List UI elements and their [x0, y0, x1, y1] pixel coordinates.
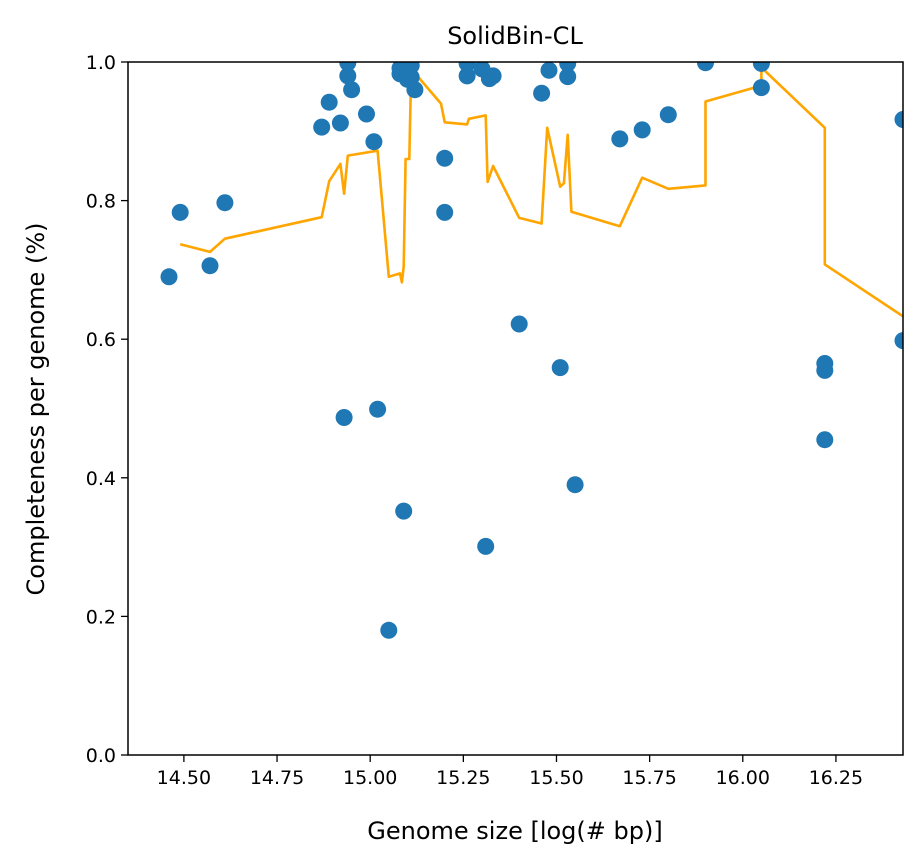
scatter-point	[343, 81, 361, 99]
scatter-point	[533, 84, 551, 102]
scatter-point	[752, 62, 770, 72]
scatter-point	[395, 502, 413, 520]
scatter-point	[894, 332, 903, 350]
scatter-point	[358, 105, 375, 123]
scatter-point	[697, 62, 714, 72]
scatter-point	[540, 62, 558, 79]
x-axis: 14.50 14.75 15.00 15.25 15.50 15.75 16.00 16.25	[157, 755, 863, 789]
chart-title: SolidBin-CL	[447, 22, 583, 50]
scatter-point	[436, 149, 454, 167]
scatter-point	[566, 476, 584, 494]
scatter-point	[313, 118, 331, 136]
scatter-point	[458, 67, 476, 85]
y-axis: 0.0 0.2 0.4 0.6 0.8 1.0	[86, 52, 128, 767]
scatter-point	[380, 621, 398, 639]
scatter-point	[335, 409, 353, 426]
scatter-point	[510, 315, 528, 333]
y-tick-label: 0.8	[86, 191, 116, 213]
scatter-point	[551, 359, 569, 377]
scatter-point	[816, 361, 834, 379]
scatter-point	[406, 81, 424, 99]
y-tick-label: 0.6	[86, 329, 116, 351]
x-tick-label: 14.75	[250, 767, 304, 789]
scatter-point	[611, 130, 629, 148]
x-tick-label: 15.25	[436, 767, 490, 789]
y-tick-label: 0.2	[86, 606, 116, 628]
scatter-point	[320, 93, 338, 111]
scatter-point	[369, 400, 387, 418]
x-axis-label: Genome size [log(# bp)]	[367, 817, 662, 845]
scatter-point	[559, 68, 577, 86]
scatter-point	[171, 203, 189, 221]
y-tick-label: 0.0	[86, 745, 116, 767]
x-tick-label: 16.25	[809, 767, 863, 789]
plot-frame	[127, 61, 904, 756]
x-tick-label: 15.75	[622, 767, 676, 789]
x-tick-label: 15.00	[343, 767, 397, 789]
x-tick-label: 16.00	[716, 767, 770, 789]
plot-marks	[160, 62, 903, 639]
scatter-point	[201, 257, 219, 275]
trend-line	[179, 66, 903, 318]
x-tick-label: 14.50	[157, 767, 211, 789]
x-tick-label: 15.50	[529, 767, 583, 789]
scatter-point	[331, 114, 349, 132]
y-tick-label: 1.0	[86, 52, 116, 74]
scatter-point	[484, 67, 502, 85]
scatter-point	[216, 194, 234, 212]
scatter-point	[816, 431, 834, 449]
scatter-point	[752, 79, 770, 97]
scatter-point	[894, 111, 903, 128]
scatter-point	[339, 67, 357, 85]
scatter-point	[365, 133, 383, 151]
scatter-point	[477, 537, 495, 555]
scatter-point	[160, 268, 178, 286]
scatter-point	[436, 203, 454, 221]
y-axis-label: Completeness per genome (%)	[22, 223, 50, 596]
scatter-point	[659, 106, 677, 124]
scatter-point	[633, 121, 651, 139]
y-tick-label: 0.4	[86, 468, 116, 490]
